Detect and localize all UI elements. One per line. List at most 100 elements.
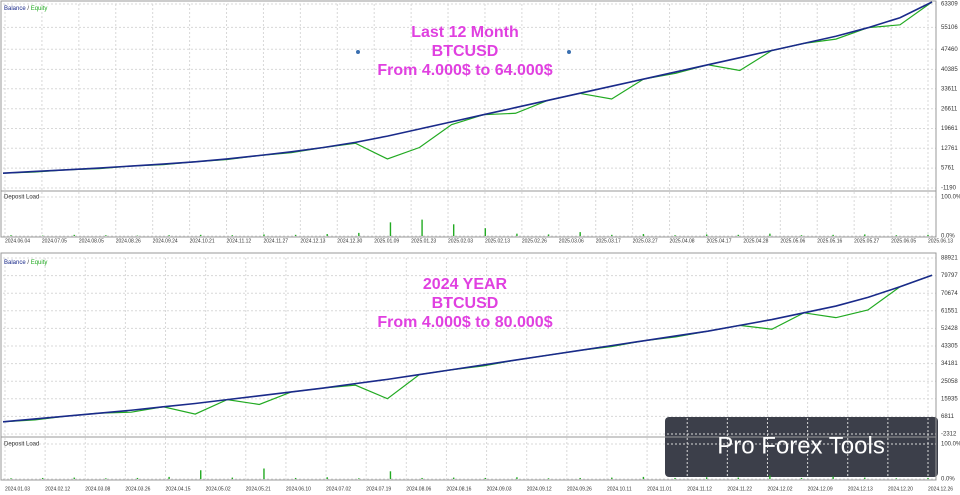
y-tick-label: 15935 <box>941 396 958 402</box>
bar <box>927 234 929 236</box>
x-tick-label: 2024.09.24 <box>153 238 178 244</box>
y-tick-label: 63309 <box>941 2 958 8</box>
bar <box>421 219 423 236</box>
subchart-title: Deposit Load <box>4 195 39 201</box>
x-tick-label: 2025.02.26 <box>522 238 547 244</box>
bar <box>136 477 139 479</box>
bar <box>895 478 898 479</box>
y-tick-label: 33611 <box>941 86 958 92</box>
x-tick-label: 2024.07.19 <box>366 486 391 492</box>
x-tick-label: 2024.08.26 <box>116 238 141 244</box>
x-tick-label: 2025.04.17 <box>706 238 731 244</box>
annotation: From 4.000$ to 80.000$ <box>377 314 552 331</box>
bar <box>516 233 518 236</box>
y-tick-label: 0.0% <box>941 477 955 483</box>
panel-frame <box>0 252 937 481</box>
bar <box>769 475 771 479</box>
x-tick-label: 2024.11.01 <box>647 486 672 492</box>
bar <box>10 235 12 236</box>
x-tick-label: 2024.03.26 <box>125 486 150 492</box>
marker-dot <box>356 50 360 54</box>
bar <box>105 235 107 236</box>
bar <box>927 477 929 479</box>
x-tick-label: 2024.11.22 <box>727 486 752 492</box>
bar <box>263 468 265 479</box>
annotation: BTCUSD <box>432 43 499 60</box>
bar <box>611 234 613 236</box>
y-tick-label: 26611 <box>941 106 958 112</box>
bar <box>168 476 170 479</box>
bar <box>105 478 107 479</box>
x-tick-label: 2025.02.03 <box>448 238 473 244</box>
legend-entry: Equity <box>31 6 48 12</box>
x-tick-label: 2024.06.10 <box>286 486 311 492</box>
bar <box>642 476 645 479</box>
bar <box>294 477 297 479</box>
bar <box>294 234 297 236</box>
x-tick-label: 2024.12.30 <box>337 238 362 244</box>
legend: Balance / Equity <box>4 260 47 266</box>
legend-entry: Balance <box>4 260 26 266</box>
bar <box>800 477 803 479</box>
annotation: 2024 YEAR <box>423 276 508 293</box>
x-tick-label: 2024.07.05 <box>42 238 67 244</box>
x-tick-label: 2025.04.08 <box>670 238 695 244</box>
bar <box>263 234 265 236</box>
bar <box>832 234 834 236</box>
x-tick-label: 2024.11.12 <box>687 486 712 492</box>
x-tick-label: 2024.09.26 <box>567 486 592 492</box>
bar <box>358 478 360 479</box>
bar <box>864 234 866 236</box>
bar <box>516 477 518 479</box>
x-tick-label: 2024.08.16 <box>446 486 471 492</box>
bar <box>547 478 550 479</box>
watermark-box <box>665 417 938 477</box>
x-tick-label: 2024.09.03 <box>487 486 512 492</box>
bar <box>231 235 234 236</box>
x-tick-label: 2025.06.13 <box>928 238 953 244</box>
series-line <box>2 1 933 174</box>
bar <box>737 234 739 236</box>
x-tick-label: 2025.03.27 <box>633 238 658 244</box>
y-tick-label: 55106 <box>941 25 958 31</box>
x-tick-label: 2024.10.21 <box>190 238 215 244</box>
y-tick-label: 88921 <box>941 256 958 262</box>
bar <box>452 224 455 236</box>
x-tick-label: 2024.06.04 <box>5 238 30 244</box>
y-tick-label: 43305 <box>941 344 958 350</box>
y-tick-label: 19661 <box>941 126 958 132</box>
x-tick-label: 2025.05.27 <box>854 238 879 244</box>
bar <box>200 234 202 236</box>
x-tick-label: 2025.01.09 <box>374 238 399 244</box>
x-tick-label: 2024.05.02 <box>206 486 231 492</box>
x-tick-label: 2024.07.02 <box>326 486 351 492</box>
bar <box>674 235 676 236</box>
annotation: Last 12 Month <box>411 24 519 41</box>
x-tick-label: 2024.12.02 <box>767 486 792 492</box>
x-tick-label: 2025.01.23 <box>411 238 436 244</box>
y-tick-label: 79797 <box>941 273 958 279</box>
x-tick-label: 2025.05.16 <box>817 238 842 244</box>
bar <box>200 470 202 479</box>
bar <box>389 471 392 479</box>
y-tick-label: 100.0% <box>941 442 960 448</box>
x-tick-label: 2024.01.03 <box>5 486 30 492</box>
bar <box>705 477 708 479</box>
bar <box>832 476 834 479</box>
y-tick-label: 70674 <box>941 291 958 297</box>
y-tick-label: 5761 <box>941 166 955 172</box>
bar <box>800 235 803 236</box>
x-tick-label: 2024.11.27 <box>263 238 288 244</box>
x-tick-label: 2024.12.26 <box>928 486 953 492</box>
y-tick-label: 6811 <box>941 414 955 420</box>
x-tick-label: 2024.08.06 <box>406 486 431 492</box>
y-tick-label: -2312 <box>941 432 957 438</box>
watermark: Pro Forex Tools <box>717 432 885 459</box>
y-tick-label: 25058 <box>941 379 958 385</box>
series-line <box>2 274 933 423</box>
bar <box>579 232 581 236</box>
x-tick-label: 2024.12.09 <box>808 486 833 492</box>
x-tick-label: 2024.08.05 <box>79 238 104 244</box>
